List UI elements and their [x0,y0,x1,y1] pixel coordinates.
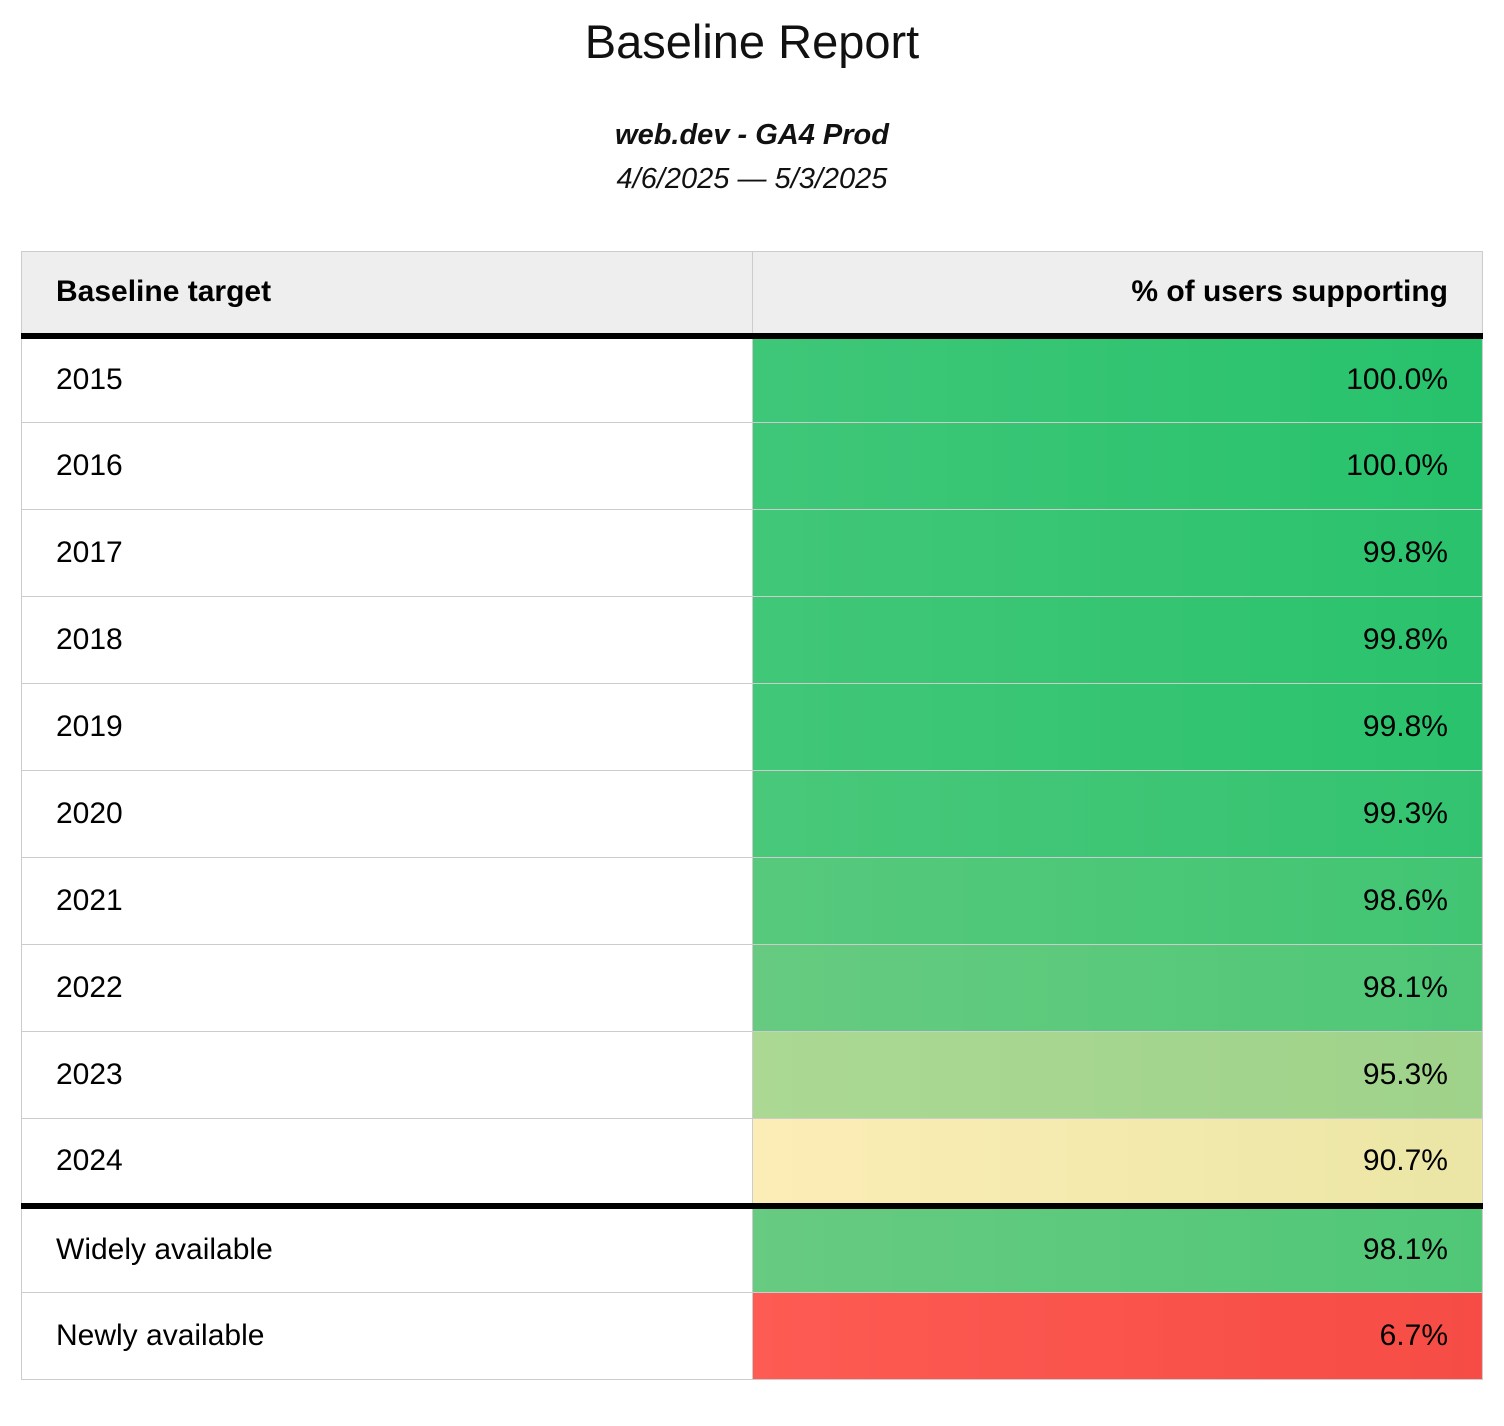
target-cell: 2021 [21,857,753,945]
report-header: Baseline Report web.dev - GA4 Prod 4/6/2… [0,0,1504,196]
table-row-2018: 2018 99.8% [21,596,1483,684]
target-cell: 2019 [21,683,753,771]
target-cell: 2022 [21,944,753,1032]
target-cell: 2023 [21,1031,753,1119]
target-cell: 2024 [21,1118,753,1206]
table-row-2015: 2015 100.0% [21,335,1483,423]
value-cell: 99.8% [751,683,1483,771]
table-row-2024: 2024 90.7% [21,1118,1483,1206]
value-cell: 98.1% [751,1202,1483,1293]
table-row-2020: 2020 99.3% [21,770,1483,858]
target-cell: 2016 [21,422,753,510]
column-header-users-supporting: % of users supporting [751,251,1483,339]
table-header-row: Baseline target % of users supporting [21,251,1483,339]
value-cell: 98.1% [751,944,1483,1032]
value-cell: 99.8% [751,509,1483,597]
target-cell: Widely available [21,1202,753,1293]
value-cell: 98.6% [751,857,1483,945]
table-row-newly-available: Newly available 6.7% [21,1292,1483,1380]
table-row-2022: 2022 98.1% [21,944,1483,1032]
table-row-widely-available: Widely available 98.1% [21,1202,1483,1293]
baseline-table-body: 2015 100.0% 2016 100.0% 2017 99.8% 2018 … [21,335,1483,1380]
value-cell: 90.7% [751,1118,1483,1206]
target-cell: 2017 [21,509,753,597]
value-cell: 99.8% [751,596,1483,684]
baseline-table-head: Baseline target % of users supporting [21,251,1483,339]
value-cell: 99.3% [751,770,1483,858]
table-row-2023: 2023 95.3% [21,1031,1483,1119]
value-cell: 95.3% [751,1031,1483,1119]
column-header-baseline-target: Baseline target [21,251,753,339]
table-row-2021: 2021 98.6% [21,857,1483,945]
value-cell: 6.7% [751,1292,1483,1380]
value-cell: 100.0% [751,335,1483,423]
target-cell: 2018 [21,596,753,684]
target-cell: 2015 [21,335,753,423]
target-cell: Newly available [21,1292,753,1380]
table-row-2016: 2016 100.0% [21,422,1483,510]
target-cell: 2020 [21,770,753,858]
report-title: Baseline Report [584,15,920,68]
baseline-table: Baseline target % of users supporting 20… [21,251,1483,1380]
table-row-2019: 2019 99.8% [21,683,1483,771]
report-date-range: 4/6/2025 — 5/3/2025 [616,163,888,195]
table-row-2017: 2017 99.8% [21,509,1483,597]
value-cell: 100.0% [751,422,1483,510]
report-subtitle: web.dev - GA4 Prod [615,119,889,151]
